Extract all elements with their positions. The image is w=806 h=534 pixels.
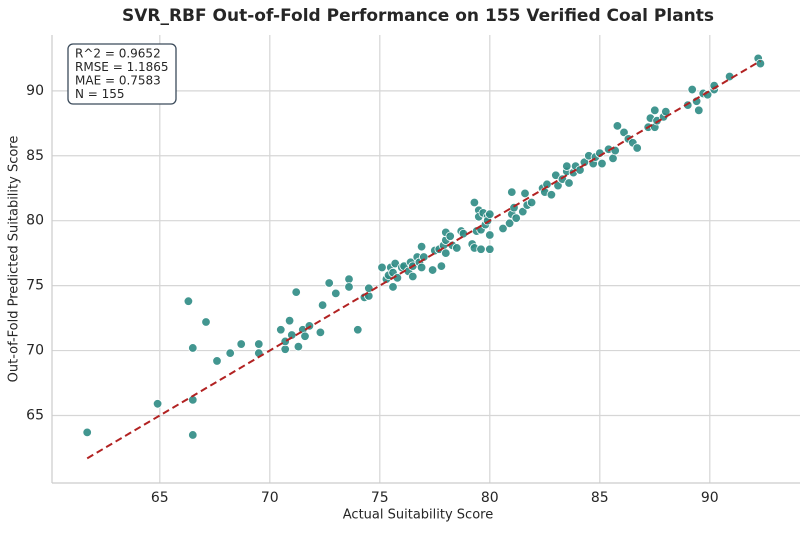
point bbox=[254, 339, 264, 349]
annotation-text: MAE = 0.7583 bbox=[75, 74, 161, 88]
x-tick-label: 80 bbox=[481, 490, 499, 506]
point bbox=[344, 282, 354, 292]
point bbox=[608, 153, 618, 164]
point bbox=[485, 209, 495, 219]
point bbox=[408, 271, 418, 282]
point bbox=[353, 325, 363, 335]
annotation-text: N = 155 bbox=[75, 87, 125, 101]
point bbox=[650, 105, 660, 116]
point bbox=[201, 317, 211, 327]
point bbox=[485, 230, 495, 240]
y-tick-label: 80 bbox=[26, 213, 44, 229]
annotation-frame bbox=[67, 43, 177, 105]
point bbox=[419, 252, 429, 262]
x-tick-label: 75 bbox=[371, 490, 389, 506]
point bbox=[82, 427, 92, 438]
x-axis-label: Actual Suitability Score bbox=[343, 508, 493, 523]
point bbox=[520, 188, 530, 199]
point bbox=[511, 213, 521, 223]
point bbox=[485, 244, 495, 254]
point bbox=[445, 231, 455, 241]
point bbox=[324, 278, 334, 288]
identity-line bbox=[86, 60, 761, 460]
point bbox=[280, 344, 290, 354]
point bbox=[212, 356, 222, 366]
point bbox=[476, 244, 486, 254]
point bbox=[225, 348, 235, 358]
point bbox=[152, 399, 163, 409]
point bbox=[452, 243, 462, 253]
y-tick-label: 65 bbox=[26, 407, 44, 423]
point bbox=[436, 261, 447, 271]
marks bbox=[82, 53, 766, 460]
point bbox=[284, 315, 295, 326]
chart-title: SVR_RBF Out-of-Fold Performance on 155 V… bbox=[122, 6, 714, 26]
y-tick-label: 90 bbox=[26, 83, 44, 99]
x-tick-label: 85 bbox=[591, 490, 609, 506]
point bbox=[364, 283, 374, 293]
point bbox=[694, 105, 704, 116]
x-tick-label: 90 bbox=[701, 490, 719, 506]
y-tick-label: 85 bbox=[26, 148, 44, 164]
point bbox=[564, 178, 574, 188]
x-tick-label: 70 bbox=[261, 490, 279, 506]
point bbox=[526, 197, 537, 208]
point bbox=[300, 331, 310, 341]
point bbox=[293, 341, 304, 352]
grid bbox=[52, 35, 800, 483]
point bbox=[469, 197, 480, 208]
point bbox=[331, 288, 341, 299]
y-tick-label: 70 bbox=[26, 343, 44, 359]
y-axis-label: Out-of-Fold Predicted Suitability Score bbox=[7, 136, 22, 383]
y-tick-label: 75 bbox=[26, 278, 44, 294]
point bbox=[416, 241, 427, 252]
point bbox=[546, 190, 557, 200]
point bbox=[441, 248, 451, 258]
point bbox=[388, 282, 398, 292]
point bbox=[755, 58, 766, 69]
point bbox=[542, 179, 552, 190]
annotation-text: RMSE = 1.1865 bbox=[75, 60, 169, 74]
annotation-text: R^2 = 0.9652 bbox=[75, 47, 161, 61]
point bbox=[416, 262, 427, 273]
point bbox=[236, 339, 246, 349]
point bbox=[562, 161, 572, 171]
point bbox=[632, 143, 642, 153]
point bbox=[315, 327, 326, 338]
point bbox=[504, 218, 515, 228]
point bbox=[188, 343, 198, 353]
point bbox=[553, 180, 563, 191]
point bbox=[377, 262, 387, 273]
point bbox=[597, 158, 607, 169]
x-tick-label: 65 bbox=[151, 490, 169, 506]
point bbox=[612, 121, 623, 131]
point bbox=[291, 287, 301, 297]
point bbox=[619, 127, 629, 138]
point bbox=[507, 187, 517, 197]
point bbox=[344, 274, 354, 284]
point bbox=[687, 84, 697, 95]
point bbox=[276, 325, 286, 335]
point bbox=[518, 206, 528, 217]
point bbox=[280, 336, 290, 347]
point bbox=[183, 296, 194, 306]
point bbox=[498, 223, 508, 234]
point bbox=[427, 265, 438, 275]
point bbox=[317, 300, 328, 310]
point bbox=[188, 430, 198, 440]
